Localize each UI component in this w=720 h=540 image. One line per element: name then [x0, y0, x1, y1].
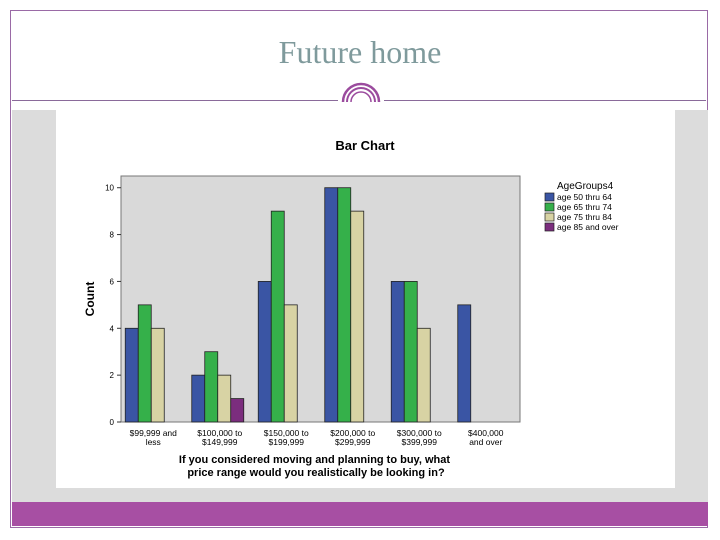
y-tick-label: 8 [110, 231, 115, 240]
bar-1-0 [191, 374, 206, 423]
y-tick-label: 10 [105, 184, 114, 193]
legend-swatch [544, 202, 555, 212]
x-tick-label: $300,000 to $399,999 [397, 428, 442, 447]
bar-4-0 [390, 281, 405, 423]
bar-0-1 [137, 304, 152, 423]
bar-0-0 [124, 327, 139, 423]
x-tick-label: $99,999 and less [130, 428, 178, 447]
y-axis-label: Count [83, 282, 97, 317]
y-tick-label: 2 [110, 371, 115, 380]
x-tick-label: $100,000 to $149,999 [197, 428, 242, 447]
y-tick-label: 4 [110, 324, 115, 333]
y-tick-label: 0 [110, 418, 115, 427]
legend-swatch [544, 212, 555, 222]
bar-2-2 [283, 304, 298, 423]
chart-title: Bar Chart [335, 138, 395, 153]
bar-3-2 [350, 210, 365, 423]
bar-0-2 [150, 327, 165, 423]
legend-label: age 75 thru 84 [557, 212, 612, 222]
legend-label: age 65 thru 74 [557, 202, 612, 212]
legend-swatch [544, 222, 555, 232]
footer-bar [12, 502, 708, 526]
slide-title: Future home [278, 34, 442, 70]
chart-panel: Bar Chart 0 2 4 6 8 10 $99,999 and less $100,00… [56, 110, 675, 488]
plot-area [120, 175, 521, 423]
bar-5-0 [457, 304, 472, 423]
bar-2-1 [270, 210, 285, 423]
legend-label: age 50 thru 64 [557, 192, 612, 202]
x-axis-label: If you considered moving and planning to… [179, 454, 453, 479]
x-tick-label: $400,000 and over [468, 428, 504, 447]
bar-3-1 [337, 187, 352, 423]
bar-chart: Bar Chart 0 2 4 6 8 10 $99,999 and less $100,00… [83, 138, 619, 479]
bar-4-2 [416, 327, 431, 423]
y-tick-label: 6 [110, 277, 115, 286]
bar-4-1 [403, 281, 418, 423]
bar-1-1 [204, 351, 219, 423]
title-divider-right [384, 100, 706, 101]
title-divider-left [12, 100, 338, 101]
x-tick-label: $150,000 to $199,999 [264, 428, 309, 447]
x-axis-label-line-2: price range would you realistically be l… [187, 467, 445, 479]
x-axis-label-line-1: If you considered moving and planning to… [179, 454, 450, 466]
arch-ornament-icon [341, 82, 381, 103]
legend-label: age 85 and over [557, 222, 619, 232]
bar-1-2 [217, 374, 232, 423]
x-tick-label: $200,000 to $299,999 [330, 428, 375, 447]
bar-3-0 [324, 187, 339, 423]
legend-title: AgeGroups4 [557, 181, 614, 192]
legend-swatch [544, 192, 555, 202]
bar-2-0 [257, 281, 272, 423]
bar-1-3 [230, 398, 245, 423]
